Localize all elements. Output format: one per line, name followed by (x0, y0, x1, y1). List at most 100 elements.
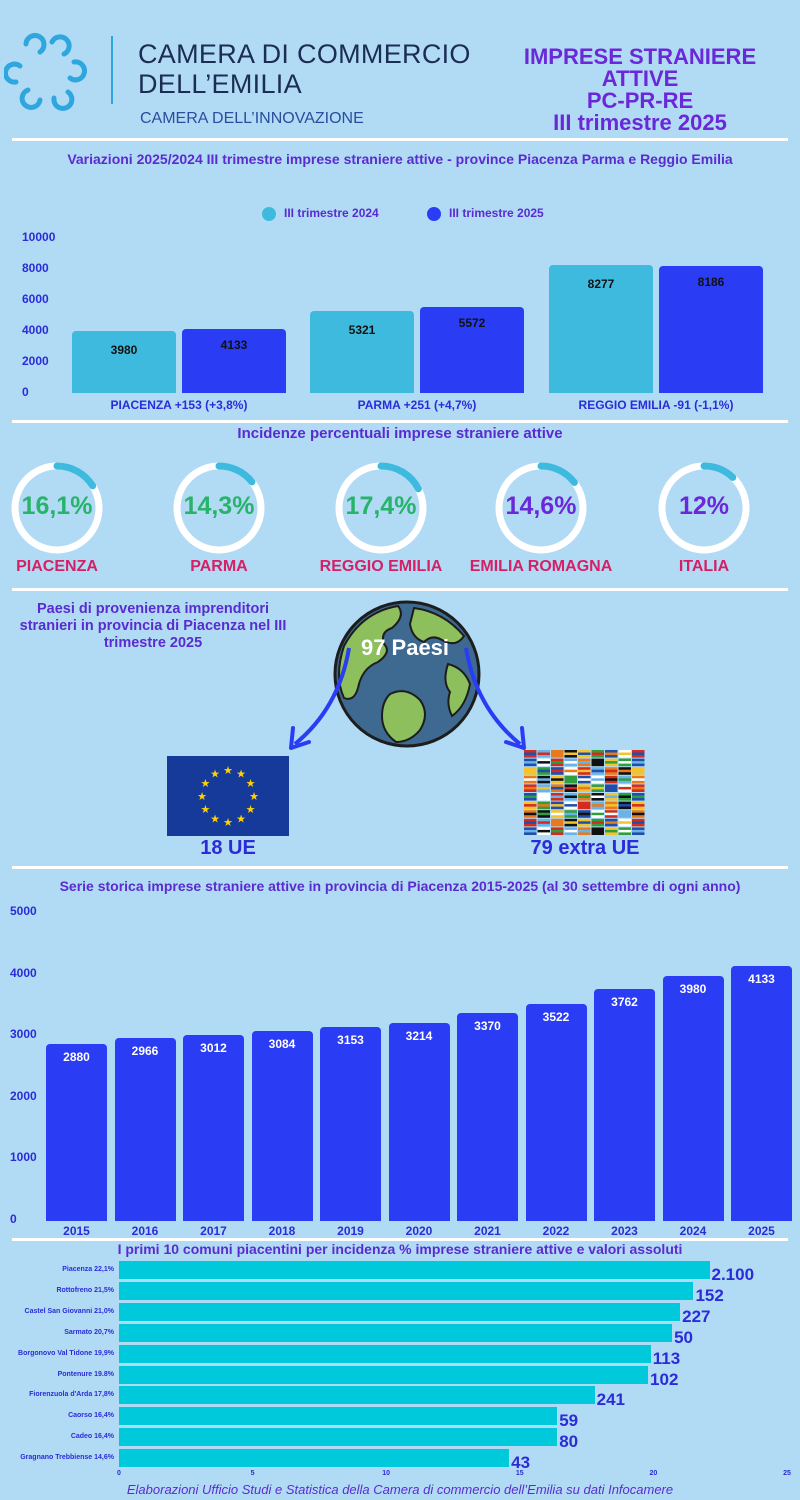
flag-stripe (524, 752, 537, 755)
chart4-category-label: Caorso 16,4% (68, 1412, 114, 1420)
flag-stripe (551, 761, 564, 764)
flag-stripe (564, 769, 577, 773)
donut-row: 16,1% PIACENZA 14,3% PARMA 17,4% REGGIO EMILI… (0, 455, 800, 585)
donut-arc (11, 462, 103, 554)
chart3-bar-2020 (388, 1023, 450, 1221)
chart3-xtick-2015: 2015 (63, 1224, 90, 1238)
chart4-value-label: 2.100 (711, 1265, 755, 1284)
chart4-xtick-10: 10 (382, 1470, 391, 1477)
eu-star: ★ (236, 768, 246, 780)
flag-stripe (632, 821, 645, 824)
flag-stripe (524, 829, 537, 833)
chart1-value-label: 5572 (458, 315, 486, 330)
flag-stripe (605, 812, 618, 816)
chart4-xtick-0: 0 (117, 1470, 121, 1477)
flag-stripe (524, 821, 537, 824)
flag-stripe (578, 769, 591, 773)
flag-stripe (551, 821, 564, 824)
flag-stripe (537, 761, 550, 764)
chart1-title: Variazioni 2025/2024 III trimestre impre… (67, 151, 733, 167)
chart1-ytick-4000: 4000 (22, 323, 49, 337)
chart3-value-label: 2966 (131, 1044, 159, 1059)
chart3-value-label: 3522 (542, 1010, 570, 1025)
flag-stripe (591, 804, 604, 807)
flag-stripe (564, 761, 577, 764)
chart4-value-label: 102 (650, 1369, 679, 1389)
chart4-category-label: Pontenure 19.8% (57, 1370, 114, 1378)
divider-3 (12, 588, 788, 591)
chart3-xtick-2019: 2019 (337, 1224, 364, 1238)
flag-stripe (632, 778, 645, 781)
flag-stripe (551, 786, 564, 790)
donut-0 (11, 462, 103, 554)
chart3-plot: 0 1000 2000 3000 4000 5000 2880 2015 2966 2016 301… (0, 900, 800, 1238)
legend-label-2025: III trimestre 2025 (449, 206, 544, 220)
page-title-line2: ATTIVE (601, 66, 679, 91)
chart3-value-label: 2880 (63, 1049, 90, 1064)
chart3-bar-2018 (251, 1031, 313, 1221)
chart4-bar (119, 1407, 558, 1426)
chart3-bar-2024 (662, 975, 724, 1221)
flag-stripe (537, 786, 550, 790)
chart3-xtick-2023: 2023 (611, 1224, 638, 1238)
flag-stripe (524, 804, 537, 807)
flag-stripe (591, 752, 604, 755)
flag-stripe (632, 761, 645, 764)
divider-5 (12, 1238, 788, 1241)
flag-stripe (524, 761, 537, 764)
chart3-value-label: 3084 (268, 1037, 296, 1052)
org-tagline: CAMERA DELL’INNOVAZIONE (140, 110, 364, 127)
flag-stripe (578, 761, 591, 764)
donut-category: PIACENZA (16, 558, 98, 575)
flag-stripe (564, 786, 577, 790)
flag-stripe (537, 752, 550, 755)
eu-star: ★ (210, 814, 220, 826)
chart3-xtick-2018: 2018 (268, 1224, 296, 1238)
chart3-bar-2022 (525, 1004, 587, 1221)
chart3-ytick-4000: 4000 (10, 965, 37, 980)
flag-stripe (578, 812, 591, 816)
chart3-bar-2016 (114, 1038, 176, 1221)
flag-stripe (618, 795, 631, 798)
chart4-category-label: Piacenza 22,1% (62, 1266, 114, 1273)
donut-2 (335, 462, 427, 554)
chart4-value-label: 152 (695, 1285, 724, 1305)
donut-category: EMILIA ROMAGNA (469, 558, 613, 575)
flag-stripe (605, 769, 618, 773)
flag-stripe (618, 812, 631, 816)
arrow-left-icon (289, 647, 351, 750)
flag-stripe (618, 786, 631, 790)
chart3-bar-2021 (457, 1013, 518, 1221)
chart3-ytick-0: 0 (10, 1212, 17, 1226)
chart3-xtick-2025: 2025 (748, 1224, 775, 1238)
header: CAMERA DI COMMERCIO DELL’EMILIA CAMERA D… (0, 0, 800, 140)
chart3-xtick-2022: 2022 (542, 1224, 570, 1238)
chart3-bar-2023 (594, 989, 655, 1221)
flag-stripe (578, 778, 591, 781)
chart4-category-label: Sarmato 20,7% (64, 1328, 114, 1336)
eu-flag-icon: ★ ★★★★★★★★★★★ (167, 756, 289, 836)
divider-2 (12, 420, 788, 423)
page-title-line1: IMPRESE STRANIERE (523, 44, 757, 69)
legend-swatch-2025 (427, 207, 441, 221)
arrow-right-icon (464, 647, 526, 750)
donut-1 (173, 462, 265, 554)
flag-stripe (618, 769, 631, 773)
donut-category: PARMA (190, 558, 248, 575)
flag-stripe (537, 804, 550, 807)
eu-star: ★ (201, 778, 211, 790)
eu-star: ★ (210, 768, 220, 780)
eu-star: ★ (223, 817, 233, 829)
flag-stripe (618, 761, 631, 764)
donut-arc (658, 462, 750, 554)
flag-stripe (578, 821, 591, 824)
chart3-xtick-2024: 2024 (679, 1224, 707, 1238)
donut-arc (495, 462, 587, 554)
flag-stripe (632, 769, 645, 773)
legend-label-2024: III trimestre 2024 (284, 206, 379, 220)
chart3-xtick-2021: 2021 (474, 1224, 501, 1238)
org-name-line2: DELL’EMILIA (138, 69, 302, 99)
flag-stripe (564, 752, 577, 755)
chart1-value-label: 4133 (220, 337, 248, 352)
flag-stripe (605, 821, 618, 824)
